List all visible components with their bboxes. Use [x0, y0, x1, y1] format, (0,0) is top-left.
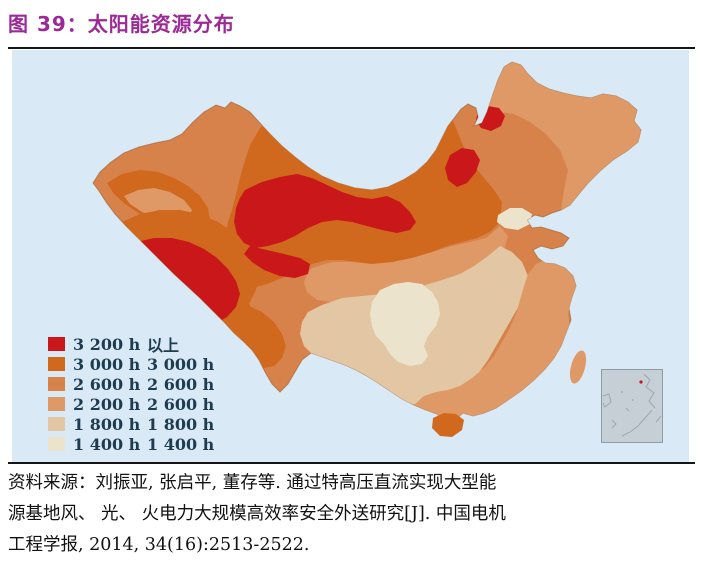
map-svg: [92, 61, 642, 437]
legend-range-start: 1 800 h: [73, 414, 141, 434]
legend-range-end: 1 400 h: [147, 434, 215, 454]
source-line: 工程学报, 2014, 34(16):2513-2522.: [8, 535, 310, 555]
band-southeast-coast: [414, 258, 578, 427]
legend-range-start: 3 200 h: [73, 334, 141, 354]
legend-range-start: 1 400 h: [73, 434, 141, 454]
china-solar-resource-map: 3 200 h 以上 3 000 h 3 000 h 2 600 h 2 600…: [12, 50, 689, 462]
band-north-red-lobe: [244, 246, 310, 278]
legend-swatch-1400: [48, 437, 65, 451]
band-central-salmon: [304, 226, 508, 302]
legend-swatch-3000: [48, 357, 65, 371]
title-divider: [8, 47, 695, 49]
legend-swatch-1800: [48, 417, 65, 431]
legend-range-start: 2 600 h: [73, 374, 141, 394]
legend-swatch-3200: [48, 337, 65, 351]
band-north-red: [234, 174, 416, 248]
figure-title: 图 39：太阳能资源分布: [8, 12, 235, 36]
legend-range-end: 1 800 h: [147, 414, 215, 434]
hainan-island: [432, 413, 464, 437]
legend-row: 1 800 h 1 800 h: [48, 414, 214, 434]
inset-marker-dot: [639, 380, 643, 384]
band-border-red: [445, 148, 480, 187]
source-line: 源基地风、 光、 火电力大规模高效率安全外送研究[J]. 中国电机: [8, 504, 506, 524]
legend-swatch-2600: [48, 377, 65, 391]
band-sichuan-cream: [370, 282, 440, 366]
legend-row: 1 400 h 1 400 h: [48, 434, 214, 454]
legend-row: 2 600 h 2 600 h: [48, 374, 214, 394]
legend-range-end: 以上: [147, 336, 180, 355]
source-line: 资料来源：刘振亚, 张启平, 董存等. 通过特高压直流实现大型能: [8, 473, 497, 493]
map-legend: 3 200 h 以上 3 000 h 3 000 h 2 600 h 2 600…: [48, 334, 214, 454]
legend-range-start: 3 000 h: [73, 354, 141, 374]
source-citation: 资料来源：刘振亚, 张启平, 董存等. 通过特高压直流实现大型能 源基地风、 光…: [8, 468, 700, 561]
taiwan-island: [569, 350, 587, 384]
legend-row: 3 000 h 3 000 h: [48, 354, 214, 374]
legend-swatch-2200: [48, 397, 65, 411]
solar-bands: [107, 62, 641, 427]
inset-map-svg: [602, 373, 662, 437]
legend-range-start: 2 200 h: [73, 394, 141, 414]
band-bohai-cream: [497, 208, 532, 230]
legend-row: 3 200 h 以上: [48, 334, 214, 355]
legend-range-end: 2 600 h: [147, 394, 215, 414]
figure-bottom-divider: [8, 462, 695, 464]
south-china-sea-inset: [601, 369, 663, 443]
band-northeast-light: [482, 62, 641, 210]
legend-range-end: 3 000 h: [147, 354, 215, 374]
legend-range-end: 2 600 h: [147, 374, 215, 394]
legend-row: 2 200 h 2 600 h: [48, 394, 214, 414]
